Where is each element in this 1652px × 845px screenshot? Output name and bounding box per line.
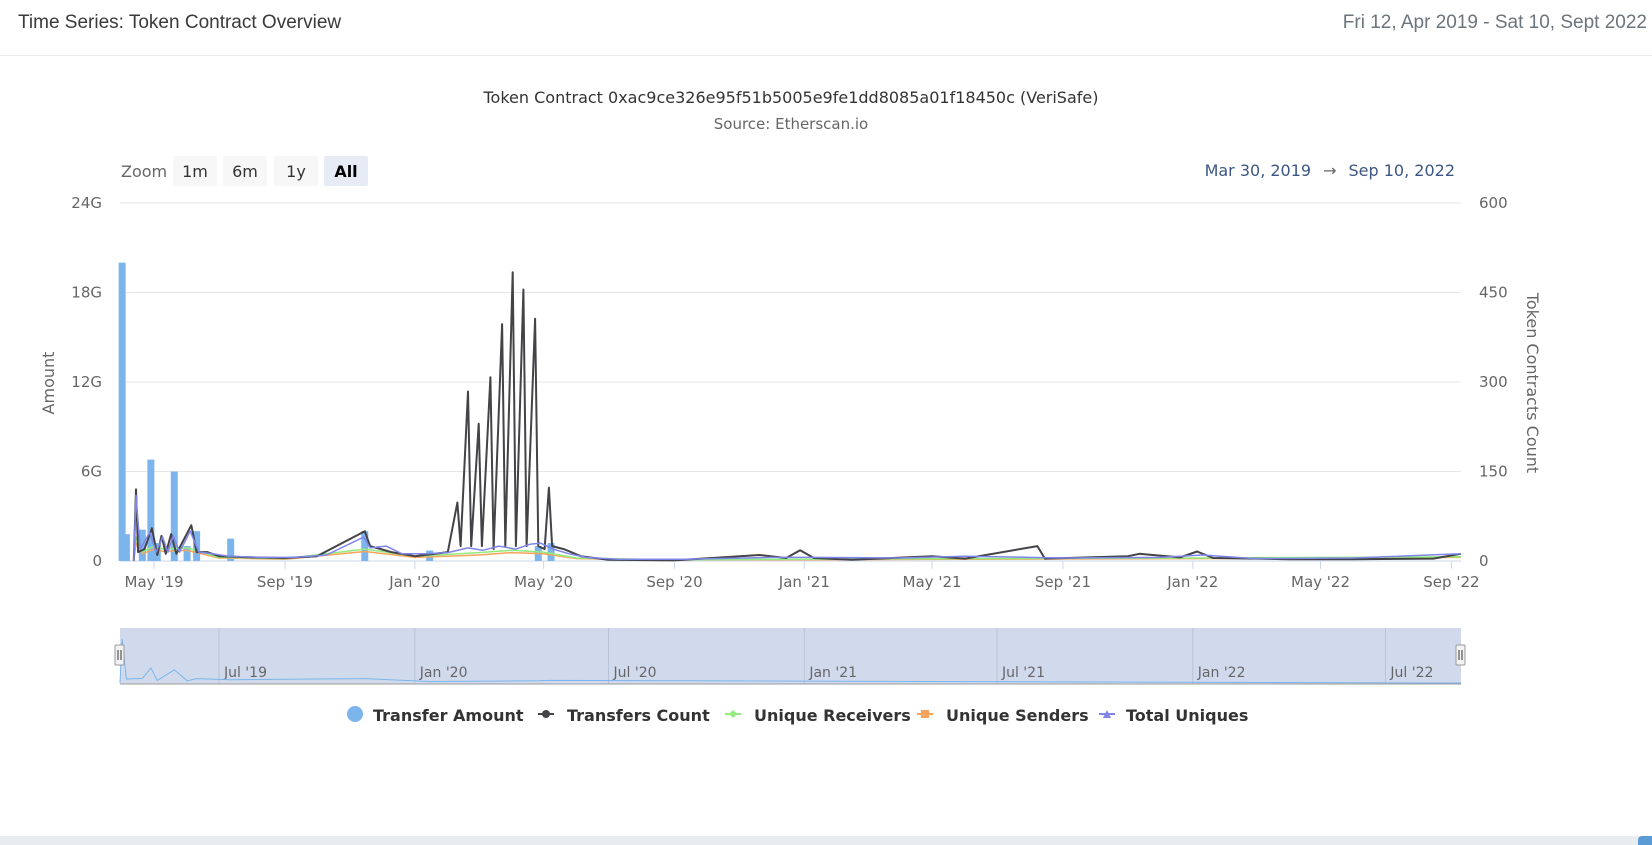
x-tick-label: May '20	[514, 573, 573, 591]
range-arrow: →	[1323, 161, 1336, 180]
chart-title: Token Contract 0xac9ce326e95f51b5005e9fe…	[483, 88, 1099, 107]
y-left-tick-label: 6G	[81, 463, 102, 481]
navigator-handle-right-box	[1455, 644, 1466, 666]
x-tick-label: Sep '20	[646, 573, 702, 591]
x-tick-label: May '22	[1291, 573, 1350, 591]
legend-label-transfer-amount: Transfer Amount	[373, 706, 524, 725]
x-axis: May '19 Sep '19 Jan '20 May '20 Sep '20 Jan '…	[125, 561, 1480, 591]
total-uniques-line[interactable]	[133, 494, 1462, 562]
navigator-label: Jan '22	[1197, 665, 1246, 681]
transfer-amount-bar[interactable]	[183, 546, 191, 561]
zoom-button-6m-bg	[223, 156, 267, 186]
chart-svg: Token Contract 0xac9ce326e95f51b5005e9fe…	[39, 88, 1542, 725]
zoom-button-6m[interactable]: 6m	[223, 156, 267, 186]
navigator-handle-left[interactable]	[114, 644, 125, 666]
chart-container: Token Contract 0xac9ce326e95f51b5005e9fe…	[18, 56, 1652, 811]
navigator-label: Jul '19	[223, 665, 267, 681]
range-selector: Zoom 1m 6m 1y All Mar 30, 2019 → Sep 10, 2…	[121, 156, 1455, 186]
transfer-amount-bar[interactable]	[118, 262, 126, 561]
zoom-button-1y-label: 1y	[286, 162, 306, 181]
y-right-tick-label: 600	[1479, 194, 1508, 212]
zoom-button-1y-bg	[274, 156, 318, 186]
legend-symbol-transfer-amount	[347, 706, 363, 722]
bottom-scrollbar-track[interactable]	[0, 836, 1652, 845]
card-header: Time Series: Token Contract Overview Fri…	[0, 0, 1652, 56]
zoom-button-1m-bg	[173, 156, 217, 186]
x-tick-label: Sep '21	[1035, 573, 1091, 591]
bottom-scrollbar-thumb[interactable]	[1638, 836, 1652, 845]
navigator-background	[120, 628, 1461, 684]
transfer-amount-bar[interactable]	[122, 534, 130, 561]
x-tick-label: Jan '22	[1166, 573, 1218, 591]
x-tick-label: May '21	[903, 573, 962, 591]
range-to[interactable]: Sep 10, 2022	[1349, 161, 1456, 180]
navigator-handle-left-box	[114, 644, 125, 666]
legend-label-total-uniques: Total Uniques	[1126, 706, 1248, 725]
navigator-label: Jul '22	[1389, 665, 1433, 681]
legend-item-unique-receivers[interactable]: Unique Receivers	[725, 706, 911, 725]
y-right-tick-label: 150	[1479, 463, 1508, 481]
y-right-tick-label: 300	[1479, 373, 1508, 391]
transfer-amount-bar[interactable]	[147, 459, 155, 561]
transfer-amount-bar[interactable]	[170, 471, 178, 562]
legend-symbol-unique-senders	[921, 710, 929, 718]
gridlines	[120, 202, 1461, 562]
navigator-label: Jul '20	[613, 665, 657, 681]
y-left-tick-label: 0	[92, 552, 102, 570]
navigator[interactable]: Jul '19 Jan '20 Jul '20 Jan '21 Jul '21 Jan '…	[114, 628, 1466, 685]
range-from[interactable]: Mar 30, 2019	[1205, 161, 1312, 180]
navigator-label: Jul '21	[1001, 665, 1045, 681]
card-title: Time Series: Token Contract Overview	[18, 12, 342, 33]
x-tick-label: Sep '22	[1423, 573, 1479, 591]
transfer-amount-bar[interactable]	[547, 543, 555, 561]
zoom-button-all-bg	[324, 156, 368, 186]
range-input-display[interactable]: Mar 30, 2019 → Sep 10, 2022	[1205, 161, 1455, 180]
navigator-series-line	[119, 638, 1462, 684]
card-date-range: Fri 12, Apr 2019 - Sat 10, Sept 2022	[1342, 12, 1647, 33]
legend-label-unique-senders: Unique Senders	[946, 706, 1089, 725]
zoom-button-1m[interactable]: 1m	[173, 156, 217, 186]
zoom-button-all[interactable]: All	[324, 156, 368, 186]
x-tick-label: Sep '19	[257, 573, 313, 591]
legend-item-total-uniques[interactable]: Total Uniques	[1099, 706, 1248, 725]
legend-item-unique-senders[interactable]: Unique Senders	[917, 706, 1089, 725]
transfer-amount-bar[interactable]	[361, 531, 369, 561]
y-right-tick-label: 450	[1479, 284, 1508, 302]
navigator-handle-right[interactable]	[1455, 644, 1466, 666]
legend-symbol-unique-receivers	[729, 710, 737, 718]
legend-item-transfers-count[interactable]: Transfers Count	[538, 706, 710, 725]
chart-subtitle: Source: Etherscan.io	[714, 115, 868, 133]
zoom-button-1y[interactable]: 1y	[274, 156, 318, 186]
x-tick-label: Jan '21	[778, 573, 830, 591]
legend-label-unique-receivers: Unique Receivers	[754, 706, 911, 725]
x-tick-label: May '19	[125, 573, 184, 591]
zoom-button-all-label: All	[334, 162, 357, 181]
y-left-tick-label: 12G	[71, 373, 102, 391]
legend: Transfer Amount Transfers Count Unique R…	[347, 706, 1248, 725]
navigator-label: Jan '21	[808, 665, 857, 681]
legend-item-transfer-amount[interactable]: Transfer Amount	[347, 706, 524, 725]
legend-symbol-transfers-count	[542, 710, 550, 718]
y-left-tick-label: 24G	[71, 194, 102, 212]
zoom-label: Zoom	[121, 162, 167, 181]
series-lines	[132, 271, 1462, 562]
y-axis-left-title: Amount	[39, 352, 58, 415]
zoom-button-1m-label: 1m	[182, 162, 208, 181]
y-axis-right-title: Token Contracts Count	[1523, 292, 1542, 473]
x-tick-label: Jan '20	[388, 573, 440, 591]
legend-symbol-total-uniques	[1103, 710, 1111, 718]
transfers-count-line[interactable]	[132, 271, 1462, 562]
legend-label-transfers-count: Transfers Count	[567, 706, 710, 725]
navigator-grid: Jul '19 Jan '20 Jul '20 Jan '21 Jul '21 Jan '…	[218, 628, 1433, 684]
y-left-tick-label: 18G	[71, 284, 102, 302]
navigator-label: Jan '20	[419, 665, 468, 681]
y-axis-right: 0 150 300 450 600	[1479, 194, 1508, 570]
y-axis-left: 0 6G 12G 18G 24G	[71, 194, 102, 570]
zoom-button-6m-label: 6m	[232, 162, 258, 181]
transfer-amount-bar[interactable]	[227, 538, 235, 561]
y-right-tick-label: 0	[1479, 552, 1489, 570]
